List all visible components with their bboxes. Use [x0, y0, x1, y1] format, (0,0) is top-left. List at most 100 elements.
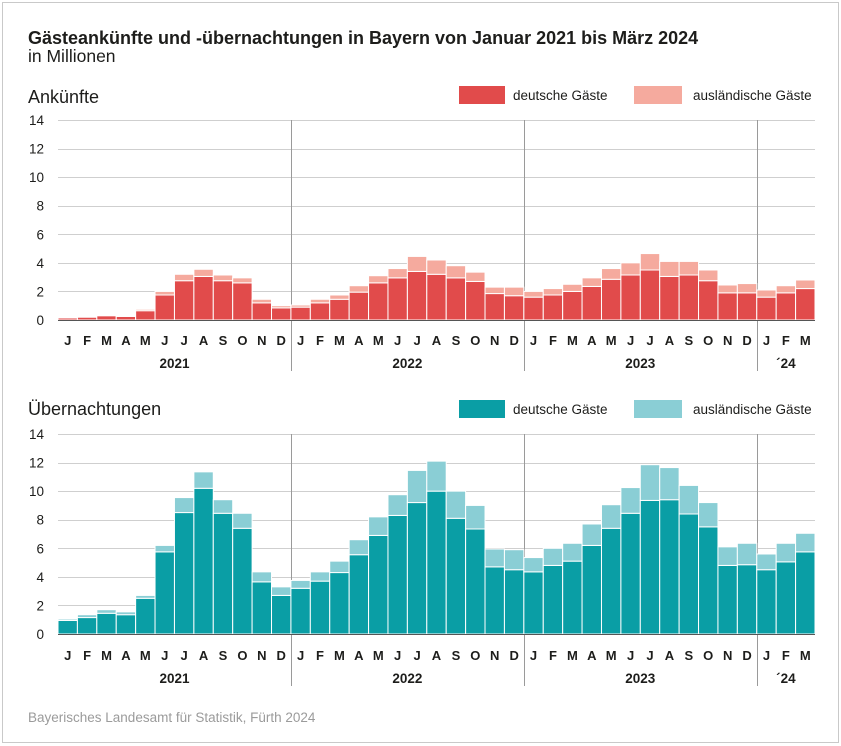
bar-deutsche-gaste — [309, 580, 331, 635]
legend-swatch-auslaendische-gaeste — [634, 400, 682, 418]
bar-auslandische-gaste — [135, 594, 156, 599]
bar-deutsche-gaste — [96, 612, 117, 635]
month-tick-label: A — [665, 648, 675, 663]
bar-auslandische-gaste — [348, 285, 370, 293]
year-label: 2021 — [159, 356, 190, 371]
bar-auslandische-gaste — [271, 305, 292, 309]
bar-deutsche-gaste — [154, 551, 175, 635]
bar-auslandische-gaste — [368, 516, 389, 536]
y-tick-label: 10 — [29, 170, 44, 185]
bar-deutsche-gaste — [290, 587, 311, 635]
month-tick-label: D — [277, 333, 286, 348]
y-tick-label: 4 — [36, 570, 44, 585]
bar-deutsche-gaste — [271, 307, 292, 321]
bar-auslandische-gaste — [387, 494, 408, 516]
bar-auslandische-gaste — [736, 283, 758, 294]
bar-deutsche-gaste — [193, 275, 214, 321]
bar-deutsche-gaste — [348, 554, 370, 635]
month-tick-label: F — [782, 333, 790, 348]
bar-auslandische-gaste — [290, 304, 311, 308]
bar-auslandische-gaste — [115, 611, 137, 616]
bar-deutsche-gaste — [659, 275, 680, 321]
month-tick-label: J — [161, 333, 168, 348]
month-tick-label: A — [587, 648, 597, 663]
bar-auslandische-gaste — [717, 546, 738, 566]
bar-deutsche-gaste — [173, 280, 195, 321]
month-tick-label: M — [101, 648, 112, 663]
y-tick-label: 12 — [29, 456, 44, 471]
bar-deutsche-gaste — [678, 274, 700, 321]
bar-deutsche-gaste — [426, 490, 447, 635]
bar-deutsche-gaste — [193, 487, 214, 635]
bar-auslandische-gaste — [445, 490, 467, 519]
bar-auslandische-gaste — [620, 487, 641, 514]
month-tick-label: M — [373, 648, 384, 663]
y-tick-label: 6 — [36, 227, 44, 242]
bar-auslandische-gaste — [639, 464, 661, 501]
bar-auslandische-gaste — [232, 512, 253, 529]
chart-uebernachtungen: Übernachtungen deutsche Gäste ausländisc… — [28, 399, 816, 686]
bar-deutsche-gaste — [698, 526, 719, 635]
bar-deutsche-gaste — [523, 571, 544, 635]
bar-deutsche-gaste — [96, 315, 117, 321]
month-tick-label: J — [763, 333, 770, 348]
bar-deutsche-gaste — [348, 291, 370, 321]
bar-auslandische-gaste — [542, 288, 564, 296]
month-tick-label: O — [237, 333, 247, 348]
bar-deutsche-gaste — [329, 572, 350, 635]
month-tick-label: A — [432, 333, 442, 348]
year-label: 2022 — [392, 356, 422, 371]
bar-auslandische-gaste — [659, 467, 680, 501]
bar-deutsche-gaste — [290, 306, 311, 321]
bar-auslandische-gaste — [309, 571, 331, 582]
bar-auslandische-gaste — [562, 542, 583, 562]
month-tick-label: J — [646, 648, 653, 663]
month-tick-label: F — [83, 648, 91, 663]
source-note: Bayerisches Landesamt für Statistik, Für… — [28, 710, 316, 725]
month-tick-label: O — [703, 333, 713, 348]
bar-deutsche-gaste — [503, 569, 525, 635]
month-tick-label: D — [742, 333, 751, 348]
month-tick-label: J — [181, 333, 188, 348]
legend-label-deutsche-gaeste: deutsche Gäste — [513, 402, 608, 417]
bar-auslandische-gaste — [329, 560, 350, 574]
bar-deutsche-gaste — [135, 597, 156, 635]
bar-deutsche-gaste — [57, 619, 78, 635]
chart-title: Ankünfte — [28, 87, 99, 107]
year-label: 2023 — [625, 356, 656, 371]
bar-deutsche-gaste — [736, 292, 758, 321]
bar-auslandische-gaste — [426, 460, 447, 492]
bar-auslandische-gaste — [290, 579, 311, 589]
month-tick-label: M — [373, 333, 384, 348]
month-tick-label: S — [452, 648, 461, 663]
bar-deutsche-gaste — [562, 560, 583, 635]
bar-deutsche-gaste — [736, 564, 758, 635]
month-tick-label: S — [684, 333, 693, 348]
month-tick-label: F — [782, 648, 790, 663]
bar-auslandische-gaste — [698, 502, 719, 528]
legend-swatch-deutsche-gaeste — [459, 400, 505, 418]
bar-auslandische-gaste — [465, 271, 486, 282]
bar-deutsche-gaste — [329, 298, 350, 321]
year-label: 2023 — [625, 671, 656, 686]
month-tick-label: J — [530, 333, 537, 348]
bar-auslandische-gaste — [795, 532, 816, 553]
bar-deutsche-gaste — [212, 512, 234, 635]
bar-deutsche-gaste — [387, 277, 408, 321]
month-tick-label: N — [723, 648, 732, 663]
bar-deutsche-gaste — [717, 564, 738, 635]
month-tick-label: D — [277, 648, 286, 663]
month-tick-label: N — [490, 333, 499, 348]
bar-deutsche-gaste — [251, 581, 273, 635]
month-tick-label: J — [413, 333, 420, 348]
bar-auslandische-gaste — [503, 286, 525, 297]
bar-auslandische-gaste — [600, 504, 622, 529]
bar-auslandische-gaste — [96, 314, 117, 317]
month-tick-label: M — [606, 333, 617, 348]
bar-auslandische-gaste — [115, 315, 137, 317]
bar-deutsche-gaste — [775, 561, 797, 635]
bar-deutsche-gaste — [212, 280, 234, 321]
month-tick-label: J — [297, 333, 304, 348]
bar-auslandische-gaste — [775, 285, 797, 294]
